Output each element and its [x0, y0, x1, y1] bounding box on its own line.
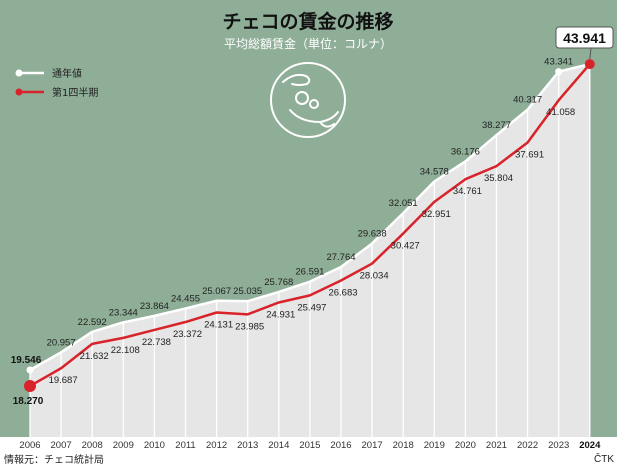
x-tick-label: 2008 [82, 440, 103, 451]
data-label-annual: 24.455 [171, 293, 200, 304]
data-label-q1: 35.804 [484, 173, 513, 184]
data-label-q1: 34.761 [453, 186, 482, 197]
axis-band [0, 437, 617, 467]
data-label-annual: 36.176 [451, 146, 480, 157]
x-tick-label: 2014 [268, 440, 289, 451]
data-label-q1: 22.738 [142, 337, 171, 348]
data-label-q1: 19.687 [49, 375, 78, 386]
data-label-q1: 37.691 [515, 149, 544, 160]
x-tick-label: 2019 [424, 440, 445, 451]
data-label-q1: 25.497 [297, 302, 326, 313]
data-label-q1: 21.632 [80, 351, 109, 362]
x-tick-label: 2006 [19, 440, 40, 451]
data-label-q1: 24.931 [266, 309, 295, 320]
data-label-annual: 23.864 [140, 301, 169, 312]
legend-label-q1: 第1四半期 [52, 86, 98, 99]
q1-end-point [584, 59, 595, 70]
x-tick-label: 2007 [51, 440, 72, 451]
x-tick-label: 2015 [299, 440, 320, 451]
data-label-annual: 40.317 [513, 95, 542, 106]
chart-subtitle: 平均総額賃金（単位：コルナ） [224, 36, 392, 51]
legend-dot-annual [15, 69, 23, 77]
x-tick-label: 2022 [517, 440, 538, 451]
q1-start-point [24, 380, 36, 392]
brand-label: ČTK [594, 452, 614, 465]
x-tick-label: 2024 [579, 440, 601, 451]
data-label-annual: 26.591 [295, 267, 324, 278]
data-label-annual: 27.764 [326, 252, 355, 263]
hands-money-icon [270, 62, 346, 138]
chart-title: チェコの賃金の推移 [222, 10, 393, 33]
legend: 通年値 第1四半期 [15, 67, 98, 99]
x-tick-label: 2013 [237, 440, 258, 451]
data-label-annual: 19.546 [11, 355, 42, 366]
x-tick-label: 2009 [113, 440, 134, 451]
series-line-annual [29, 62, 591, 372]
data-label-q1: 32.951 [422, 209, 451, 220]
data-label-annual: 34.578 [420, 166, 449, 177]
x-tick-label: 2011 [175, 440, 195, 451]
x-tick-label: 2020 [455, 440, 476, 451]
data-label-annual: 32.051 [389, 198, 418, 209]
x-tick-label: 2023 [548, 440, 569, 451]
highlight-connector [589, 47, 592, 60]
annual-end-point [555, 68, 563, 76]
data-label-annual: 25.035 [233, 286, 262, 297]
grid-lines [29, 64, 591, 437]
x-tick-label: 2017 [362, 440, 383, 451]
data-label-q1: 23.372 [173, 329, 202, 340]
data-label-annual: 38.277 [482, 120, 511, 131]
x-tick-label: 2018 [393, 440, 414, 451]
source-note: 情報元：チェコ統計局 [4, 453, 104, 466]
data-label-annual: 23.344 [109, 307, 138, 318]
area-under-line [30, 64, 590, 437]
x-tick-label: 2012 [206, 440, 227, 451]
series-line-q1 [29, 63, 591, 388]
data-label-q1: 41.058 [546, 107, 575, 118]
data-label-q1: 28.034 [360, 271, 389, 282]
data-label-q1: 22.108 [111, 345, 140, 356]
x-tick-label: 2010 [144, 440, 165, 451]
legend-label-annual: 通年値 [52, 67, 82, 80]
x-tick-label: 2021 [486, 440, 507, 451]
chart-marks: 19.54620.95722.59223.34423.86424.45525.0… [11, 47, 601, 451]
data-label-q1: 26.683 [328, 288, 357, 299]
highlight-callout: 43.941 [555, 26, 614, 49]
data-label-annual: 43.341 [544, 57, 573, 68]
data-label-q1: 24.131 [204, 320, 233, 331]
data-label-annual: 29.638 [358, 228, 387, 239]
legend-dot-q1 [15, 88, 23, 96]
data-label-annual: 25.067 [202, 286, 231, 297]
x-tick-label: 2016 [330, 440, 351, 451]
data-label-q1: 18.270 [13, 396, 44, 407]
data-label-annual: 20.957 [47, 337, 76, 348]
data-label-q1: 30.427 [391, 241, 420, 252]
highlight-value: 43.941 [563, 30, 606, 46]
annual-start-point [26, 366, 34, 374]
data-label-annual: 22.592 [78, 317, 107, 328]
data-label-annual: 25.768 [264, 277, 293, 288]
data-label-q1: 23.985 [235, 321, 264, 332]
highlight-box [555, 26, 614, 49]
